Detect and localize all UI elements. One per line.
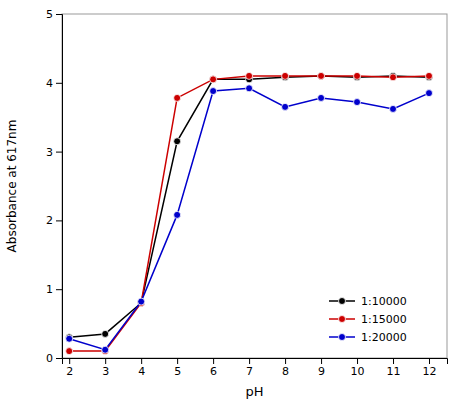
tick: 11 xyxy=(387,358,401,378)
y-axis: 0 1 2 3 4 5 xyxy=(46,8,63,365)
data-point xyxy=(426,90,433,97)
tick-label: 1 xyxy=(46,283,53,296)
series-line xyxy=(69,76,429,337)
data-point xyxy=(426,72,433,79)
tick: 1 xyxy=(46,283,62,296)
data-point xyxy=(246,85,253,92)
legend: 1:10000 1:15000 1:20000 xyxy=(329,295,407,344)
chart: 234567891011120123451:100001:150001:2000… xyxy=(0,0,463,408)
tick-label: 2 xyxy=(46,214,53,227)
tick: 0 xyxy=(46,352,62,365)
tick-mark xyxy=(56,83,62,84)
tick-mark xyxy=(56,14,62,15)
data-point xyxy=(174,211,181,218)
tick: 4 xyxy=(46,77,62,90)
tick: 2 xyxy=(46,214,62,227)
tick-mark xyxy=(56,289,62,290)
series-line xyxy=(69,76,429,351)
data-point xyxy=(102,346,109,353)
tick-mark xyxy=(141,358,142,364)
x-axis: 2 3 4 5 6 7 8 9 10 11 12 xyxy=(63,358,448,378)
tick: 6 xyxy=(210,358,217,378)
tick-label: 8 xyxy=(282,365,289,378)
data-point xyxy=(390,74,397,81)
data-point xyxy=(390,105,397,112)
tick-label: 10 xyxy=(351,365,365,378)
data-point xyxy=(210,88,217,95)
tick-label: 9 xyxy=(318,365,325,378)
tick-label: 4 xyxy=(138,365,145,378)
tick-label: 5 xyxy=(46,8,53,21)
tick-label: 4 xyxy=(46,77,53,90)
tick: 7 xyxy=(246,358,253,378)
data-point xyxy=(318,72,325,79)
tick: 4 xyxy=(138,358,145,378)
axis-line xyxy=(63,359,448,365)
tick: 3 xyxy=(102,358,109,378)
data-point xyxy=(138,298,145,305)
series-line xyxy=(69,88,429,349)
tick-label: 7 xyxy=(246,365,253,378)
tick: 9 xyxy=(318,358,325,378)
tick-mark xyxy=(357,358,358,364)
legend-label: 1:15000 xyxy=(361,313,407,326)
legend-item: 1:10000 xyxy=(329,295,407,308)
data-point xyxy=(66,335,73,342)
legend-label: 1:20000 xyxy=(361,331,407,344)
tick-mark xyxy=(56,220,62,221)
tick: 5 xyxy=(46,8,62,21)
tick-label: 6 xyxy=(210,365,217,378)
tick: 12 xyxy=(423,358,437,378)
tick: 8 xyxy=(282,358,289,378)
tick-label: 3 xyxy=(102,365,109,378)
data-point xyxy=(282,103,289,110)
tick: 3 xyxy=(46,146,62,159)
tick-mark xyxy=(249,358,250,364)
data-point xyxy=(102,330,109,337)
tick-label: 12 xyxy=(423,365,437,378)
tick-mark xyxy=(285,358,286,364)
tick-mark xyxy=(105,358,106,364)
series-group xyxy=(66,72,433,354)
data-point xyxy=(354,72,361,79)
data-point xyxy=(354,99,361,106)
tick-label: 2 xyxy=(66,365,73,378)
legend-item: 1:15000 xyxy=(329,313,407,326)
legend-marker xyxy=(339,316,346,323)
data-point xyxy=(174,94,181,101)
data-point xyxy=(318,72,325,79)
tick: 10 xyxy=(351,358,365,378)
tick-mark xyxy=(56,358,62,359)
legend-item: 1:20000 xyxy=(329,331,407,344)
plot: 234567891011120123451:100001:150001:2000… xyxy=(46,8,448,378)
data-point xyxy=(246,72,253,79)
plot-frame xyxy=(62,14,447,358)
x-axis-title: pH xyxy=(245,384,263,399)
data-point xyxy=(174,138,181,145)
legend-label: 1:10000 xyxy=(361,295,407,308)
tick-label: 11 xyxy=(387,365,401,378)
legend-marker xyxy=(339,334,346,341)
data-point xyxy=(210,76,217,83)
data-point xyxy=(282,72,289,79)
tick-mark xyxy=(56,152,62,153)
data-point xyxy=(210,76,217,83)
tick-mark xyxy=(69,358,70,364)
data-point xyxy=(318,94,325,101)
data-point xyxy=(66,348,73,355)
tick: 5 xyxy=(174,358,181,378)
tick-mark xyxy=(213,358,214,364)
tick-mark xyxy=(321,358,322,364)
tick: 2 xyxy=(66,358,73,378)
tick-mark xyxy=(177,358,178,364)
legend-marker xyxy=(339,298,346,305)
tick-label: 3 xyxy=(46,146,53,159)
axis-line xyxy=(56,15,63,359)
tick-mark xyxy=(393,358,394,364)
tick-label: 5 xyxy=(174,365,181,378)
tick-mark xyxy=(429,358,430,364)
y-axis-title: Absorbance at 617nm xyxy=(5,120,19,253)
tick-label: 0 xyxy=(46,352,53,365)
